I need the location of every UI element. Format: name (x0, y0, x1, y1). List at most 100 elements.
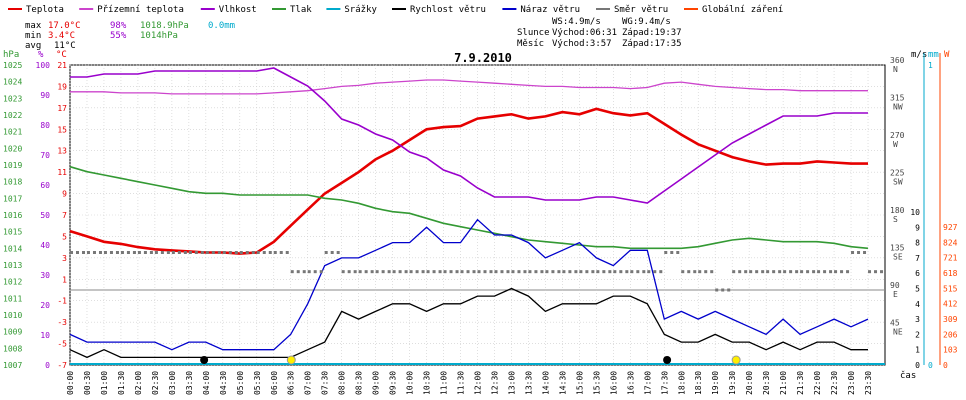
dir-tick-label: 225 (890, 169, 905, 178)
wind-direction-point (313, 270, 317, 274)
stats-block: max 17.0°C 98% 1018.9hPa 0.0mm min 3.4°C… (25, 21, 235, 51)
wind-direction-point (466, 270, 470, 274)
x-tick-label: 21:00 (779, 371, 788, 395)
stats-avg-temp: 11°C (54, 41, 76, 51)
wind-direction-point (183, 251, 187, 254)
c-tick-label: 13 (57, 147, 67, 156)
series-line-náraz-větru (69, 218, 869, 351)
wind-direction-point (540, 270, 544, 274)
hpa-tick-label: 1010 (3, 311, 22, 320)
pct-tick-label: 90 (40, 91, 50, 100)
wind-direction-point (619, 270, 623, 274)
axis-units: hPa % °C m/s mm W (3, 50, 950, 60)
plot-area (69, 67, 885, 365)
x-tick-label: 00:00 (66, 371, 75, 395)
x-tick-label: 18:30 (694, 371, 703, 395)
dir-name-label: E (893, 290, 898, 299)
wind-direction-point (664, 251, 668, 254)
wind-direction-point (143, 251, 147, 254)
chart-title: 7.9.2010 (454, 51, 512, 65)
wind-direction-point (494, 270, 498, 274)
c-tick-label: 21 (57, 61, 67, 70)
wind-direction-point (188, 251, 192, 254)
w-tick-label: 618 (943, 269, 958, 278)
wind-direction-point (290, 270, 294, 274)
legend-label: Vlhkost (219, 5, 257, 15)
wind-direction-point (82, 251, 85, 254)
wind-direction-point (630, 270, 634, 274)
wind-direction-point (432, 270, 436, 274)
c-unit: °C (56, 50, 67, 60)
x-tick-label: 13:30 (524, 371, 533, 395)
wind-direction-point (273, 251, 277, 254)
wind-direction-point (698, 270, 702, 274)
wind-direction-point (245, 251, 249, 254)
wind-direction-point (166, 251, 170, 254)
wind-direction-point (154, 251, 158, 254)
hpa-tick-label: 1017 (3, 194, 22, 203)
stats-min-hum: 55% (110, 31, 127, 41)
wind-direction-point (738, 270, 742, 274)
wind-direction-point (772, 270, 776, 274)
wind-direction-point (795, 270, 799, 274)
w-tick-label: 721 (943, 254, 958, 263)
wind-direction-point (744, 270, 748, 274)
moon-label: Měsíc (517, 39, 544, 49)
moonrise-marker (200, 356, 209, 364)
wind-direction-point (608, 270, 612, 274)
wind-direction-point (625, 270, 629, 274)
wind-direction-point (404, 270, 408, 274)
w-tick-label: 927 (943, 223, 958, 232)
c-tick-label: -1 (57, 297, 67, 306)
wind-direction-point (749, 270, 753, 274)
moonrise-time: Východ:3:57 (552, 39, 612, 49)
wind-direction-point (789, 270, 793, 274)
hpa-tick-label: 1022 (3, 111, 22, 120)
wind-direction-point (500, 270, 504, 274)
x-tick-label: 06:30 (287, 371, 296, 395)
wind-direction-point (715, 288, 719, 292)
wind-direction-point (160, 251, 164, 254)
hpa-tick-label: 1009 (3, 328, 22, 337)
ms-tick-label: 6 (915, 269, 920, 278)
wind-direction-point (851, 251, 855, 254)
wind-direction-point (341, 270, 345, 274)
x-tick-label: 09:00 (372, 371, 381, 395)
ms-tick-label: 4 (915, 300, 920, 309)
x-tick-label: 14:30 (558, 371, 567, 395)
w-tick-label: 206 (943, 330, 958, 339)
c-tick-label: -7 (57, 361, 67, 370)
x-tick-label: 13:00 (507, 371, 516, 395)
wind-direction-point (234, 251, 238, 254)
hpa-tick-label: 1024 (3, 78, 22, 87)
w-tick-label: 103 (943, 346, 958, 355)
legend-label: Směr větru (614, 5, 668, 15)
sunset-time: Západ:19:37 (622, 28, 682, 38)
x-tick-label: 20:30 (762, 371, 771, 395)
hpa-tick-label: 1023 (3, 94, 22, 103)
w-unit: W (944, 50, 950, 60)
w-tick-label: 412 (943, 300, 958, 309)
x-tick-label: 09:30 (389, 371, 398, 395)
stats-max-temp: 17.0°C (48, 21, 81, 31)
wind-direction-point (370, 270, 374, 274)
wind-direction-point (336, 251, 340, 254)
w-tick-label: 515 (943, 284, 958, 293)
wind-direction-point (506, 270, 510, 274)
x-tick-label: 00:30 (83, 371, 92, 395)
wind-direction-point (704, 270, 708, 274)
stats-min-press: 1014hPa (140, 31, 178, 41)
c-tick-label: -5 (57, 340, 67, 349)
wind-direction-point (551, 270, 555, 274)
ms-tick-label: 3 (915, 315, 920, 324)
dir-tick-label: 45 (890, 319, 900, 328)
wind-direction-point (330, 251, 334, 254)
c-tick-label: 17 (57, 104, 67, 113)
wind-direction-point (239, 251, 243, 254)
dir-name-label: NE (893, 328, 903, 337)
x-tick-label: 22:00 (813, 371, 822, 395)
x-tick-label: 12:00 (474, 371, 483, 395)
wind-direction-point (76, 251, 79, 254)
c-tick-label: 11 (57, 168, 67, 177)
